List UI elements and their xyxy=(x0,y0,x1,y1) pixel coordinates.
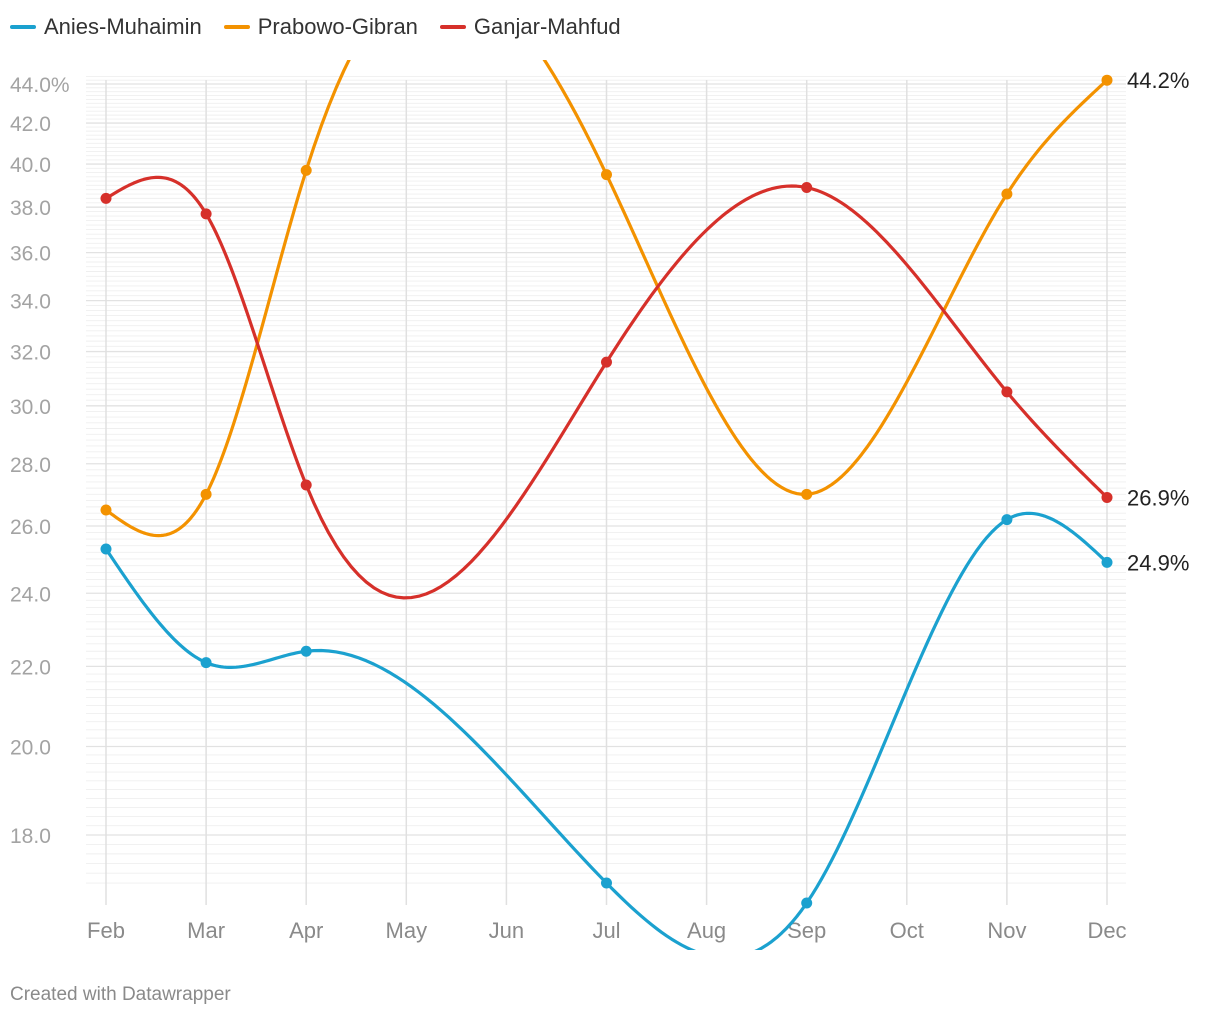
data-point xyxy=(1001,514,1013,526)
data-point xyxy=(1001,386,1013,398)
data-point xyxy=(100,543,112,555)
x-tick-label: Mar xyxy=(187,918,225,943)
data-point xyxy=(801,182,813,194)
legend-swatch xyxy=(439,25,466,29)
legend-label: Anies-Muhaimin xyxy=(44,14,202,39)
y-tick-label: 30.0 xyxy=(10,396,51,419)
x-tick-label: Oct xyxy=(890,918,924,943)
data-point xyxy=(1101,74,1113,86)
line-chart: 18.0 20.0 22.0 24.0 26.0 28.0 30.0 32.0 34.0 36.0… xyxy=(10,60,1189,950)
y-tick-label: 26.0 xyxy=(10,516,51,539)
y-tick-label: 24.0 xyxy=(10,583,51,606)
data-point xyxy=(300,164,312,176)
legend-label: Ganjar-Mahfud xyxy=(473,14,621,39)
data-point xyxy=(200,208,212,220)
data-point xyxy=(300,645,312,657)
x-tick-label: Feb xyxy=(87,918,125,943)
legend-swatch xyxy=(223,25,250,29)
data-point xyxy=(100,192,112,204)
point-layer xyxy=(100,74,1113,909)
y-tick-label: 32.0 xyxy=(10,342,51,365)
x-tick-label: Aug xyxy=(687,918,726,943)
data-point xyxy=(200,488,212,500)
grid-layer xyxy=(86,75,1126,905)
end-value-label: 44.2% xyxy=(1127,68,1189,93)
x-tick-label: Apr xyxy=(289,918,323,943)
y-tick-label: 42.0 xyxy=(10,113,51,136)
data-point xyxy=(1001,188,1013,200)
end-value-label: 24.9% xyxy=(1127,550,1189,575)
data-point xyxy=(601,356,612,368)
x-tick-label: Jul xyxy=(592,918,620,943)
footer-credit: Created with Datawrapper xyxy=(10,984,231,1005)
legend-label: Prabowo-Gibran xyxy=(257,14,418,39)
chart-legend: Anies-Muhaimin Prabowo-Gibran Ganjar-Mahfu… xyxy=(10,14,621,40)
data-point xyxy=(100,504,112,516)
y-tick-label: 38.0 xyxy=(10,197,51,220)
y-axis-tick-labels: 18.0 20.0 22.0 24.0 26.0 28.0 30.0 32.0 34.0 36.0… xyxy=(10,74,70,848)
data-point xyxy=(801,897,813,909)
data-point xyxy=(1101,491,1113,503)
legend-item: Prabowo-Gibran xyxy=(223,14,418,40)
legend-item: Anies-Muhaimin xyxy=(10,14,202,40)
x-tick-label: Dec xyxy=(1087,918,1126,943)
data-point xyxy=(1101,556,1113,568)
y-tick-label: 20.0 xyxy=(10,736,51,759)
y-tick-label: 36.0 xyxy=(10,243,51,266)
data-point xyxy=(200,657,212,669)
end-value-label: 26.9% xyxy=(1127,485,1189,510)
x-axis-tick-labels: Feb Mar Apr May Jun Jul Aug Sep Oct Nov Dec xyxy=(87,918,1127,943)
legend-item: Ganjar-Mahfud xyxy=(439,14,621,40)
x-tick-label: Jun xyxy=(489,918,524,943)
y-tick-label: 44.0% xyxy=(10,74,70,97)
legend-swatch xyxy=(10,25,36,29)
y-tick-label: 18.0 xyxy=(10,825,51,848)
y-tick-label: 22.0 xyxy=(10,656,51,679)
y-tick-label: 28.0 xyxy=(10,454,51,477)
end-label-layer: 24.9% 44.2% 26.9% xyxy=(1127,68,1189,575)
y-tick-label: 40.0 xyxy=(10,154,51,177)
data-point xyxy=(601,877,612,889)
y-tick-label: 34.0 xyxy=(10,291,51,314)
data-point xyxy=(300,479,312,491)
data-point xyxy=(601,169,612,181)
x-tick-label: Nov xyxy=(987,918,1026,943)
x-tick-label: May xyxy=(386,918,428,943)
data-point xyxy=(801,488,813,500)
